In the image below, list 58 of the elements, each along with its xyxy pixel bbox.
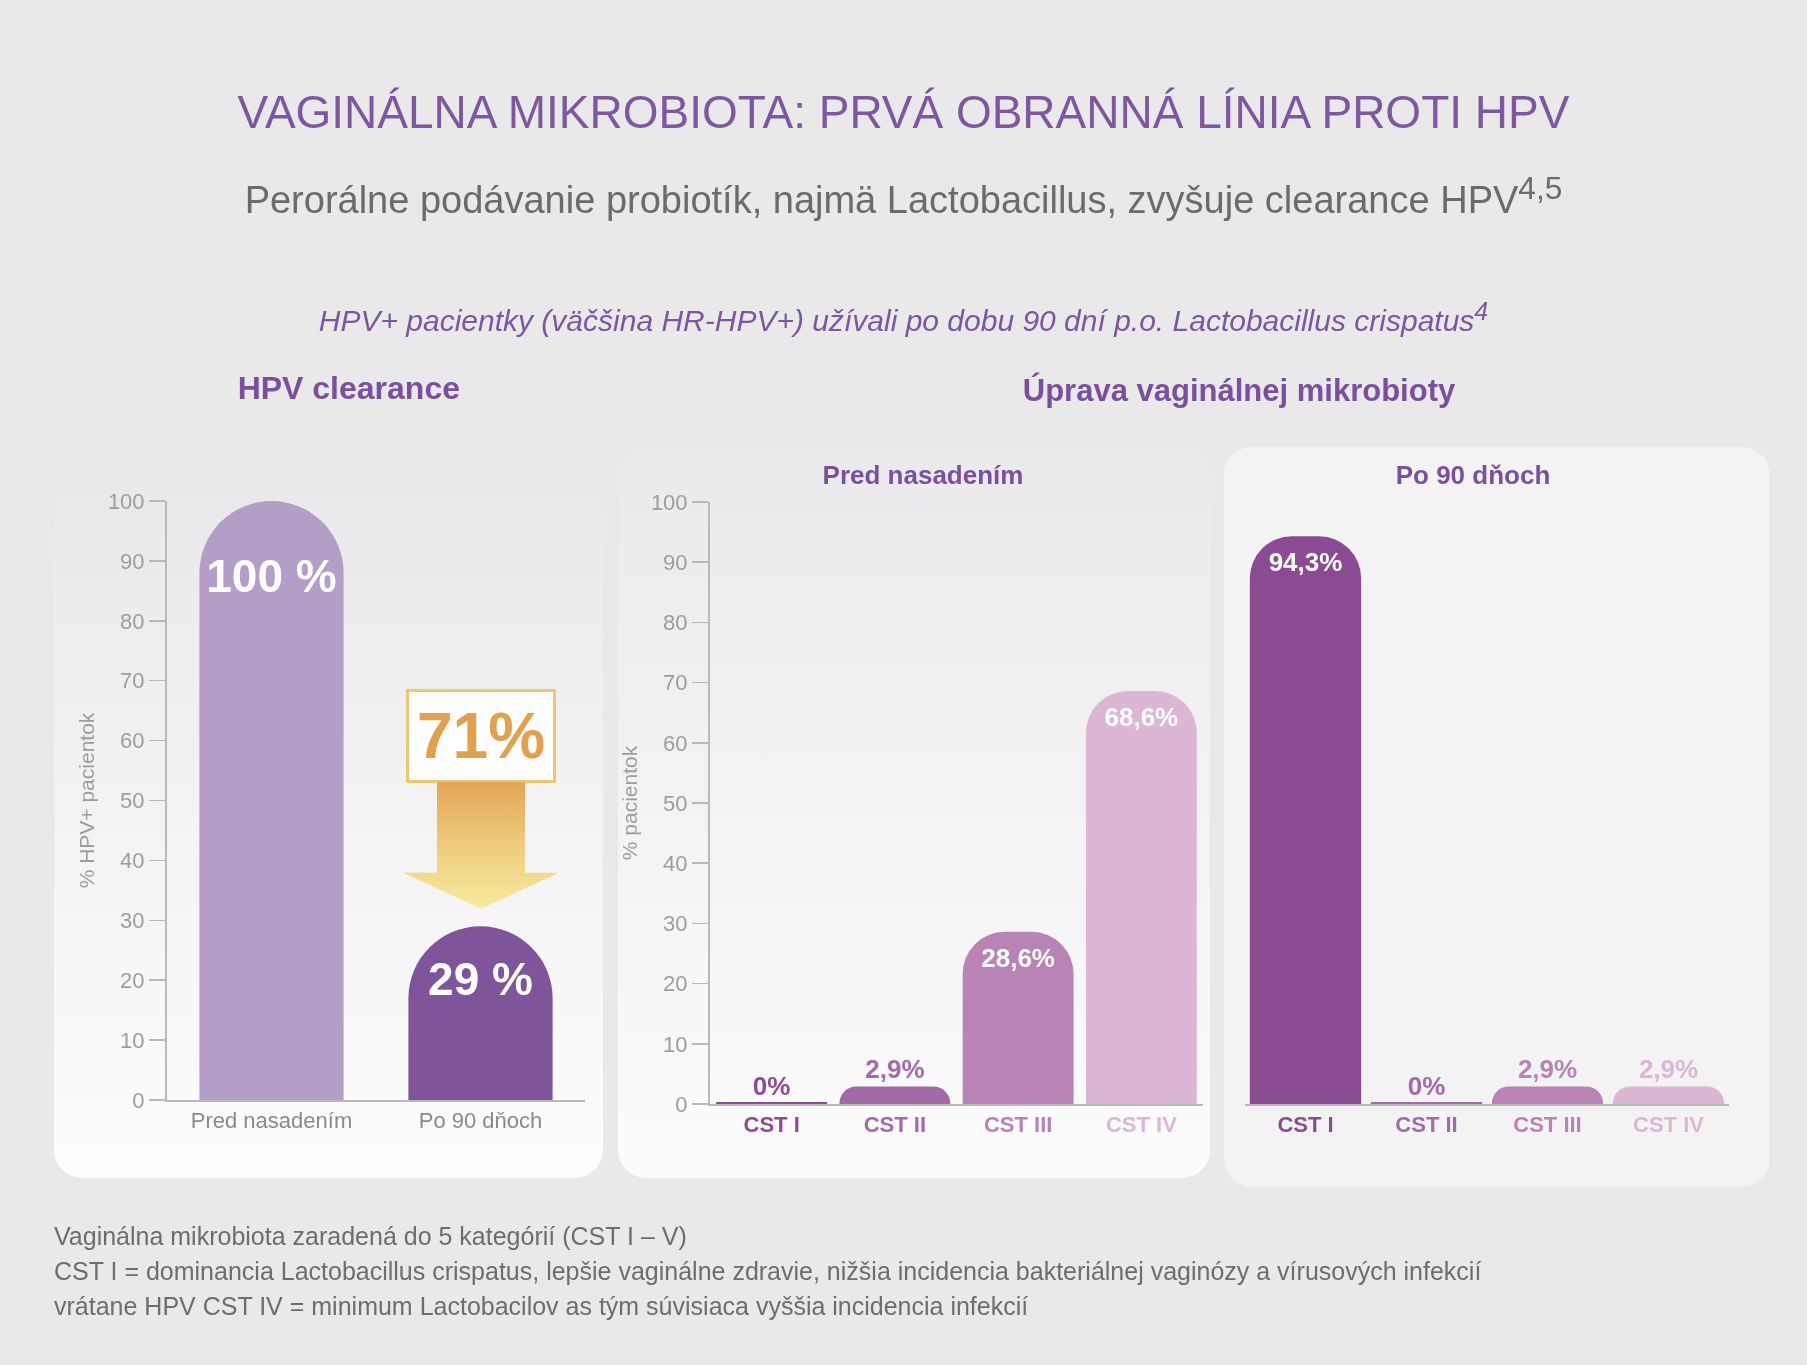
chart-title: HPV clearance	[237, 370, 460, 407]
y-tick-label: 90	[663, 549, 688, 575]
x-tick-label: CST I	[743, 1112, 800, 1138]
data-label: 28,6%	[981, 942, 1055, 973]
data-label: 0%	[752, 1071, 791, 1101]
x-tick-label: CST III	[983, 1112, 1053, 1138]
y-tick-label: 0	[675, 1091, 688, 1117]
y-tick-label: 90	[120, 548, 145, 574]
y-tick-label: 0	[132, 1087, 145, 1113]
y-tick-label: 20	[120, 967, 145, 993]
text: vrátane HPV CST IV = minimum Lactobacilov as tým súvisiaca vyššia incidencia infekcií	[54, 1291, 1029, 1322]
x-tick-label: Pred nasadením	[190, 1108, 353, 1134]
y-tick-label: 70	[120, 668, 145, 694]
y-tick-label: 100	[650, 489, 688, 515]
x-tick-label: CST III	[1513, 1112, 1582, 1138]
y-tick-label: 10	[663, 1031, 688, 1057]
data-label: 68,6%	[1104, 701, 1179, 732]
y-axis-title: % HPV+ pacientok	[74, 712, 98, 889]
x-tick-label: Po 90 dňoch	[418, 1108, 543, 1134]
y-tick-label: 30	[120, 908, 145, 933]
text: Úprava vaginálnej mikrobioty	[1021, 372, 1457, 410]
x-tick-label: CST IV	[1633, 1112, 1705, 1138]
y-tick-label: 40	[120, 848, 145, 874]
x-tick-label: CST IV	[1105, 1112, 1178, 1138]
y-tick-label: 40	[663, 850, 688, 876]
y-tick-label: 80	[120, 608, 145, 634]
y-tick-label: 70	[663, 670, 688, 696]
data-label: 2,9%	[1517, 1053, 1578, 1084]
bar	[1085, 691, 1197, 1104]
data-label: 0%	[1407, 1071, 1446, 1101]
y-tick-label: 60	[663, 730, 688, 756]
bar	[839, 1086, 951, 1104]
data-label: 2,9%	[865, 1053, 925, 1084]
y-axis-title: % pacientok	[617, 745, 641, 861]
data-label: 2,9%	[1638, 1053, 1699, 1084]
bar	[962, 931, 1074, 1104]
x-tick-label: CST I	[1277, 1112, 1334, 1138]
y-tick-label: 100	[107, 488, 145, 514]
chart-title: Pred nasadením	[822, 460, 1024, 491]
text: Vaginálna mikrobiota zaradená do 5 kategórií (CST I – V)	[54, 1221, 687, 1252]
data-label: 94,3%	[1268, 546, 1343, 577]
text: VAGINÁLNA MIKROBIOTA: PRVÁ OBRANNÁ LÍNIA PROTI HPV	[236, 85, 1571, 139]
data-label: 29 %	[428, 953, 533, 1006]
annotation: 71%	[417, 700, 546, 772]
text: HPV+ pacientky (väčšina HR-HPV+) užívali po dobu 90 dní p.o. Lactobacillus crispatus$^{4}$	[317, 296, 1490, 339]
text: Perorálne podávanie probiotík, najmä Lactobacillus, zvyšuje clearance HPV$^{4,5}$	[243, 169, 1564, 223]
y-tick-label: 60	[120, 728, 145, 754]
y-tick-label: 30	[663, 911, 688, 937]
y-tick-label: 50	[120, 788, 145, 814]
chart-title: Po 90 dňoch	[1395, 460, 1551, 491]
data-label: 100 %	[206, 550, 337, 603]
y-tick-label: 20	[663, 971, 688, 997]
x-tick-label: CST II	[1395, 1112, 1458, 1138]
y-tick-label: 10	[120, 1027, 145, 1053]
text: CST I = dominancia Lactobacillus crispatus, lepšie vaginálne zdravie, nižšia incidencia bakteriálnej vaginózy a vírusových infekcií	[54, 1256, 1482, 1287]
y-tick-label: 50	[663, 790, 688, 816]
x-tick-label: CST II	[863, 1112, 927, 1138]
y-tick-label: 80	[663, 610, 688, 636]
